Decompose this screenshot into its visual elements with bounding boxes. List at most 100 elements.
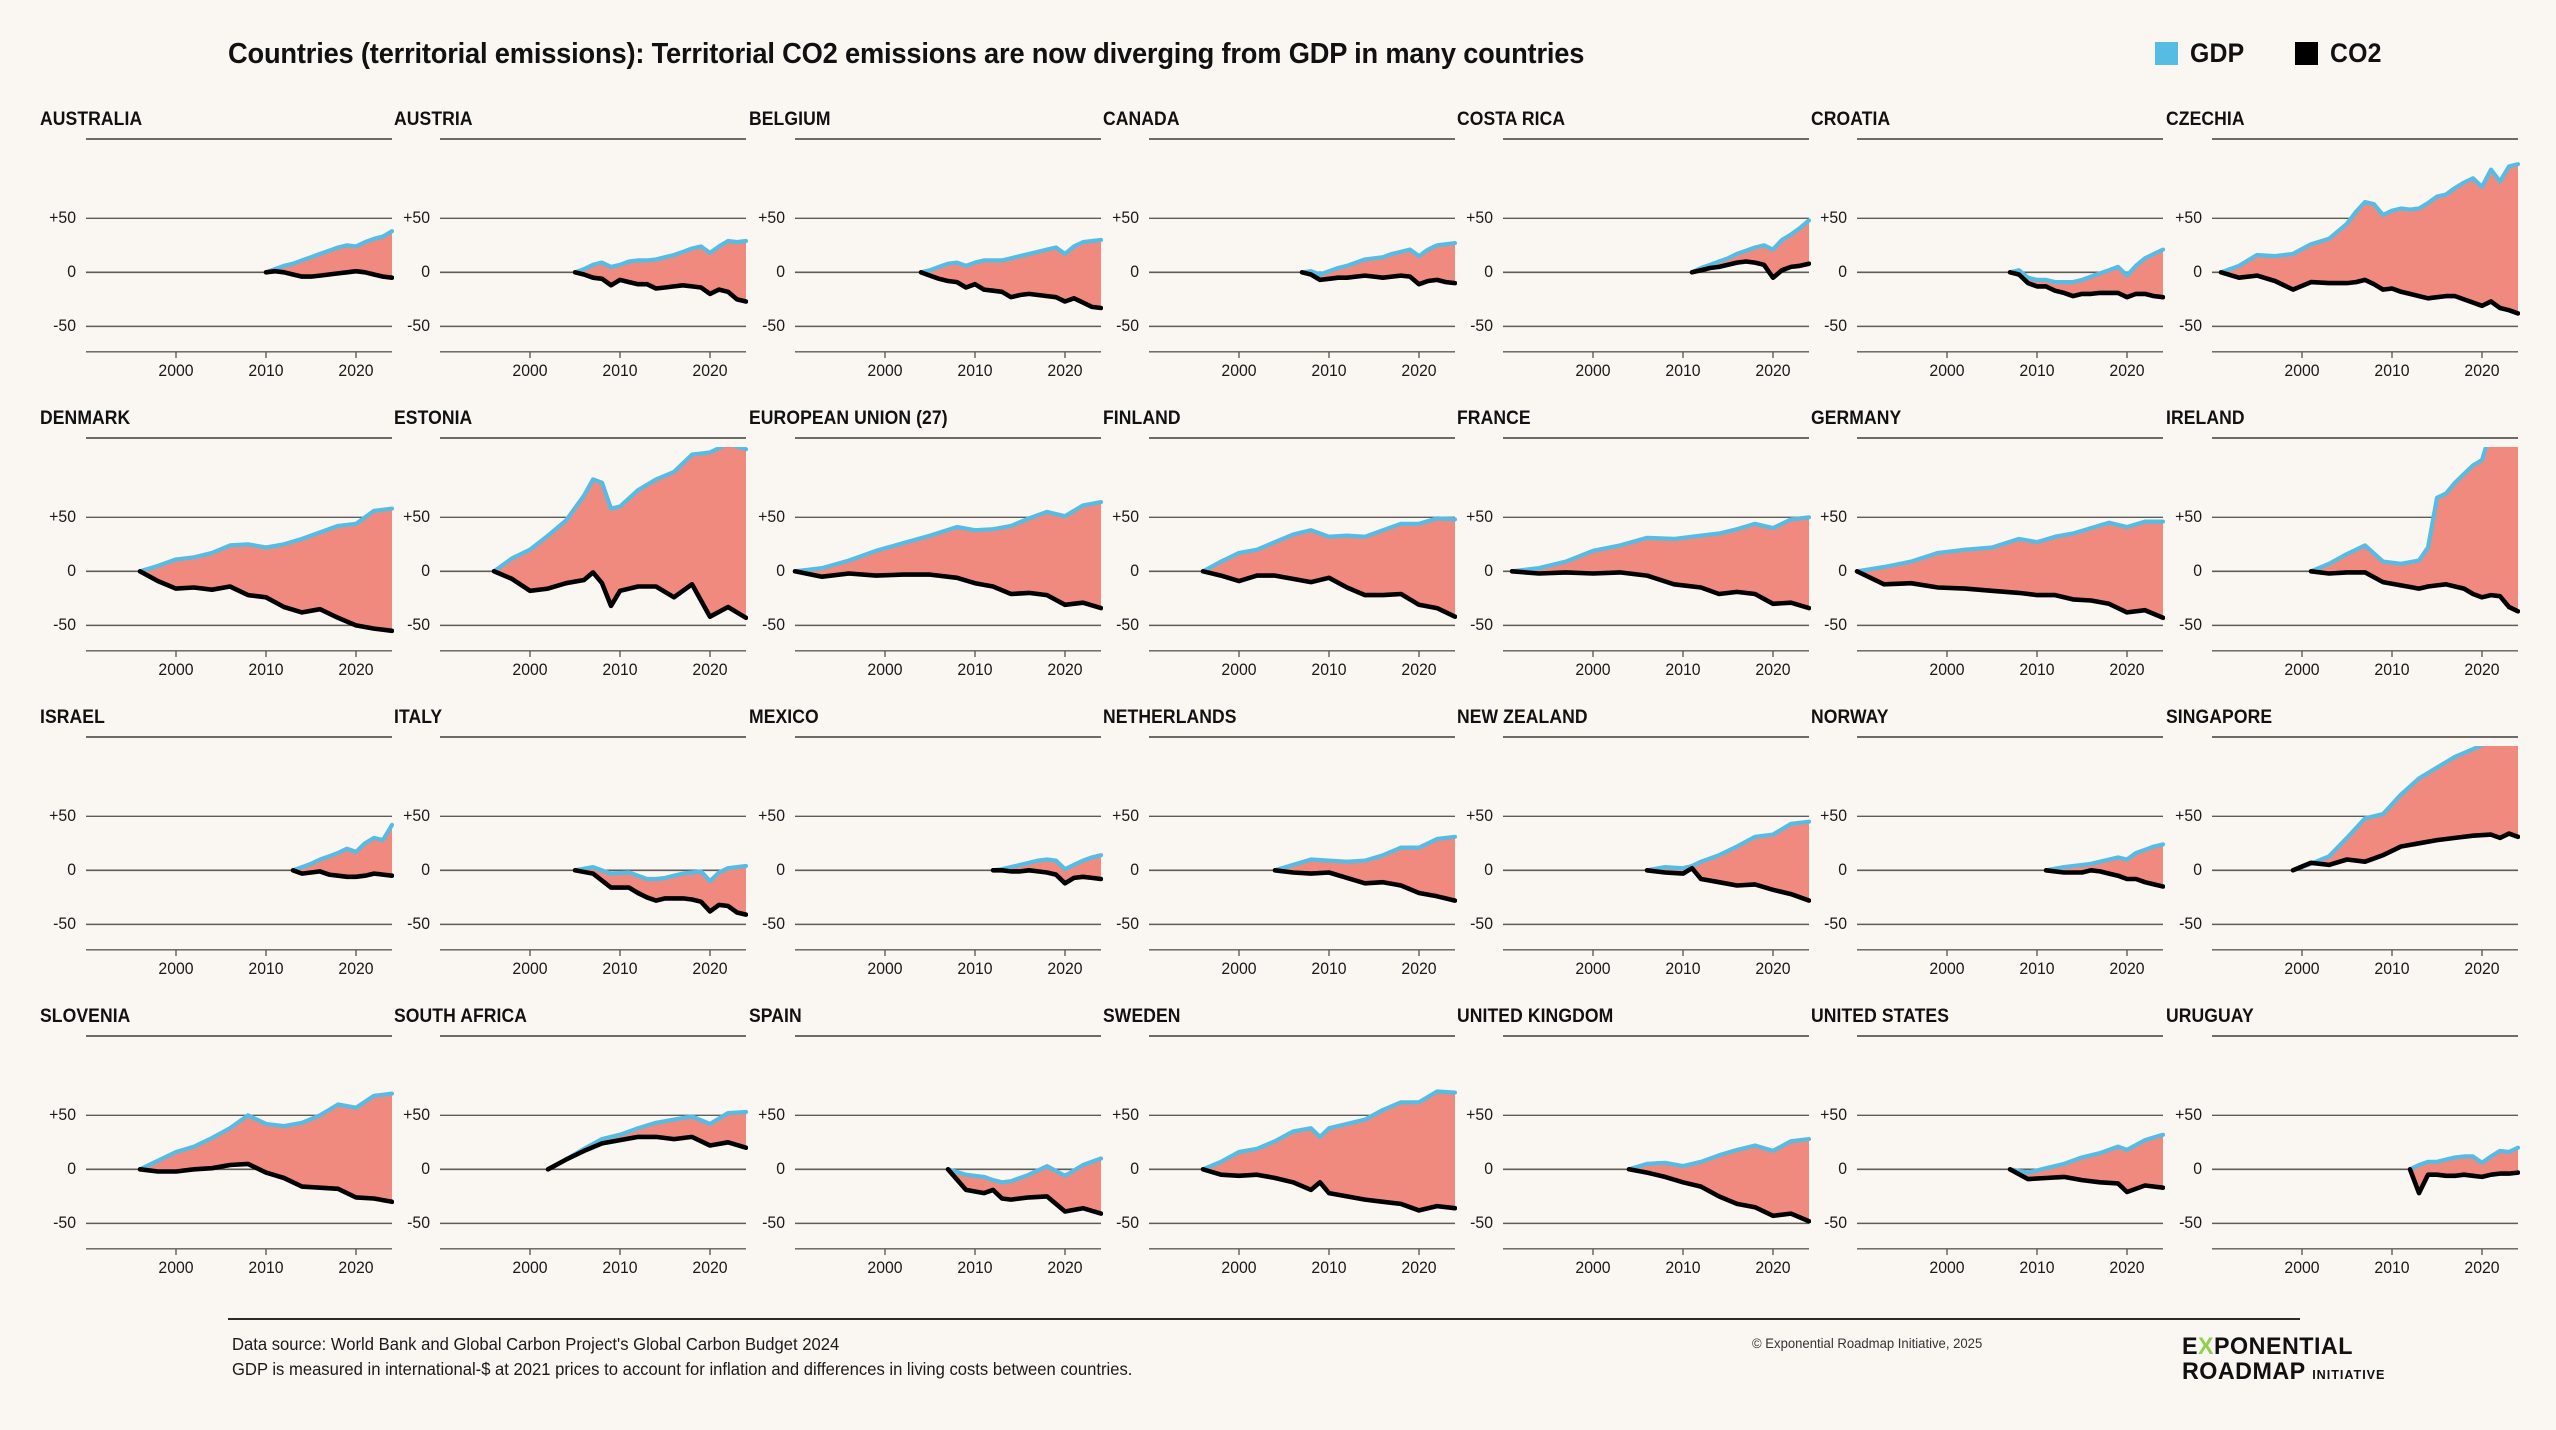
y-tick-label: +50	[1112, 208, 1139, 228]
panel-x-axis: 2000 2010 2020	[749, 348, 1103, 388]
panel-plot: +50 0 -50	[749, 447, 1103, 647]
y-tick-label: -50	[1115, 615, 1139, 635]
y-tick-label: +50	[2174, 1105, 2202, 1125]
country-panel[interactable]: AUSTRIA +50 0 -50 2000 2010 2020	[394, 100, 749, 399]
y-tick-label: -50	[53, 316, 76, 336]
panel-title: NORWAY	[1811, 706, 1890, 728]
x-tick-label: 2020	[692, 660, 728, 679]
country-panel[interactable]: ESTONIA +50 0 -50 2000 2010 2020	[394, 399, 749, 698]
country-panel[interactable]: SPAIN +50 0 -50 2000 2010 2020	[749, 997, 1103, 1296]
gdp-series-line	[492, 447, 749, 574]
x-tick-label: 2000	[866, 361, 903, 380]
panel-x-axis: 2000 2010 2020	[2166, 1245, 2520, 1285]
panel-title-rule	[440, 736, 747, 738]
country-panel[interactable]: CROATIA +50 0 -50 2000 2010 2020	[1811, 100, 2166, 399]
country-panel[interactable]: ISRAEL +50 0 -50 2000 2010 2020	[40, 698, 394, 997]
x-tick-label: 2000	[1575, 660, 1611, 679]
gdp-series-line	[2008, 247, 2166, 285]
country-panel[interactable]: NORWAY +50 0 -50 2000 2010 2020	[1811, 698, 2166, 997]
country-panel[interactable]: NEW ZEALAND +50 0 -50 2000 2010 2020	[1457, 698, 1812, 997]
x-tick-label: 2000	[512, 660, 548, 679]
copyright-text: © Exponential Roadmap Initiative, 2025	[1752, 1336, 1983, 1351]
gdp-series-line	[1627, 1136, 1812, 1172]
country-panel[interactable]: SLOVENIA +50 0 -50 2000 2010 2020	[40, 997, 394, 1296]
panel-title-rule	[86, 138, 392, 140]
panel-x-axis: 2000 2010 2020	[1103, 647, 1457, 687]
x-tick-label: 2000	[158, 361, 194, 380]
y-tick-label: -50	[1470, 316, 1494, 336]
country-panel[interactable]: MEXICO +50 0 -50 2000 2010 2020	[749, 698, 1103, 997]
divergence-area	[1857, 521, 2164, 618]
x-tick-label: 2000	[2284, 1258, 2320, 1277]
country-panel[interactable]: CZECHIA +50 0 -50 2000 2010 2020	[2166, 100, 2520, 399]
x-tick-label: 2000	[2284, 361, 2320, 380]
co2-series-line	[1855, 569, 2166, 621]
panel-title: ITALY	[394, 706, 443, 728]
gdp-series-line	[1510, 515, 1812, 574]
y-tick-label: -50	[53, 615, 76, 635]
legend-item-co2[interactable]: CO2	[2294, 38, 2386, 69]
country-panel[interactable]: IRELAND +50 0 -50 2000 2010 2020	[2166, 399, 2520, 698]
country-panel[interactable]: CANADA +50 0 -50 2000 2010 2020	[1103, 100, 1457, 399]
panel-title: UNITED KINGDOM	[1457, 1005, 1614, 1027]
panel-title-rule	[2211, 138, 2518, 140]
co2-series-line	[990, 868, 1103, 886]
x-tick-label: 2000	[158, 660, 194, 679]
y-tick-label: 0	[421, 860, 431, 880]
panel-x-axis: 2000 2010 2020	[1811, 946, 2165, 986]
co2-series-line	[1299, 270, 1457, 287]
gdp-series-line	[945, 1156, 1103, 1185]
country-panel[interactable]: BELGIUM +50 0 -50 2000 2010 2020	[749, 100, 1103, 399]
panel-x-axis: 2000 2010 2020	[2166, 647, 2520, 687]
panel-x-axis: 2000 2010 2020	[1103, 348, 1457, 388]
co2-series-line	[491, 569, 749, 621]
panel-title-rule	[794, 138, 1101, 140]
country-panel[interactable]: FRANCE +50 0 -50 2000 2010 2020	[1457, 399, 1812, 698]
exponential-roadmap-logo: EXPONENTIAL ROADMAP INITIATIVE	[2182, 1334, 2412, 1385]
gdp-note-line: GDP is measured in international-$ at 20…	[232, 1359, 1133, 1380]
divergence-area	[920, 239, 1101, 308]
legend-item-gdp[interactable]: GDP	[2154, 38, 2249, 69]
co2-series-line	[918, 270, 1103, 311]
panel-title-rule	[86, 437, 392, 439]
panel-plot: +50 0 -50	[749, 1045, 1103, 1245]
country-panel[interactable]: EUROPEAN UNION (27) +50 0 -50 2000 2010 2020	[749, 399, 1103, 698]
y-tick-label: +50	[403, 208, 431, 228]
y-tick-label: -50	[53, 914, 76, 934]
country-panel[interactable]: COSTA RICA +50 0 -50 2000 2010 2020	[1457, 100, 1812, 399]
country-panel[interactable]: ITALY +50 0 -50 2000 2010 2020	[394, 698, 749, 997]
x-tick-label: 2010	[248, 660, 284, 679]
country-panel[interactable]: SINGAPORE +50 0 -50 2000 2010 2020	[2166, 698, 2520, 997]
co2-series-line	[2407, 1167, 2520, 1196]
country-panel[interactable]: UNITED KINGDOM +50 0 -50 2000 2010 2020	[1457, 997, 1812, 1296]
co2-series-line	[1200, 1167, 1457, 1213]
x-tick-label: 2000	[1221, 1258, 1257, 1277]
country-panel[interactable]: NETHERLANDS +50 0 -50 2000 2010 2020	[1103, 698, 1457, 997]
country-panel[interactable]: SOUTH AFRICA +50 0 -50 2000 2010 2020	[394, 997, 749, 1296]
legend-label-co2: CO2	[2329, 38, 2382, 68]
panel-plot: +50 0 -50	[2166, 1045, 2520, 1245]
country-panel[interactable]: SWEDEN +50 0 -50 2000 2010 2020	[1103, 997, 1457, 1296]
panel-plot: +50 0 -50	[1457, 1045, 1812, 1245]
panel-x-axis: 2000 2010 2020	[1457, 348, 1811, 388]
header: Countries (territorial emissions): Terri…	[0, 0, 2556, 92]
country-panel[interactable]: DENMARK +50 0 -50 2000 2010 2020	[40, 399, 394, 698]
country-panel[interactable]: URUGUAY +50 0 -50 2000 2010 2020	[2166, 997, 2520, 1296]
panel-title: UNITED STATES	[1811, 1005, 1950, 1027]
gdp-series-line	[2308, 447, 2488, 574]
panel-title-rule	[794, 1035, 1101, 1037]
gdp-series-line	[2407, 1145, 2520, 1172]
divergence-area	[2010, 249, 2164, 298]
y-tick-label: -50	[1824, 914, 1848, 934]
gdp-series-line	[290, 822, 394, 873]
country-panel[interactable]: AUSTRALIA +50 0 -50 2000 2010 2020	[40, 100, 394, 399]
y-tick-label: 0	[421, 262, 431, 282]
panel-x-axis: 2000 2010 2020	[1103, 1245, 1457, 1285]
y-tick-label: +50	[1466, 806, 1494, 826]
country-panel[interactable]: GERMANY +50 0 -50 2000 2010 2020	[1811, 399, 2166, 698]
country-panel[interactable]: FINLAND +50 0 -50 2000 2010 2020	[1103, 399, 1457, 698]
x-tick-label: 2020	[1401, 959, 1437, 978]
country-panel[interactable]: UNITED STATES +50 0 -50 2000 2010 2020	[1811, 997, 2166, 1296]
gdp-series-line	[2290, 746, 2485, 873]
